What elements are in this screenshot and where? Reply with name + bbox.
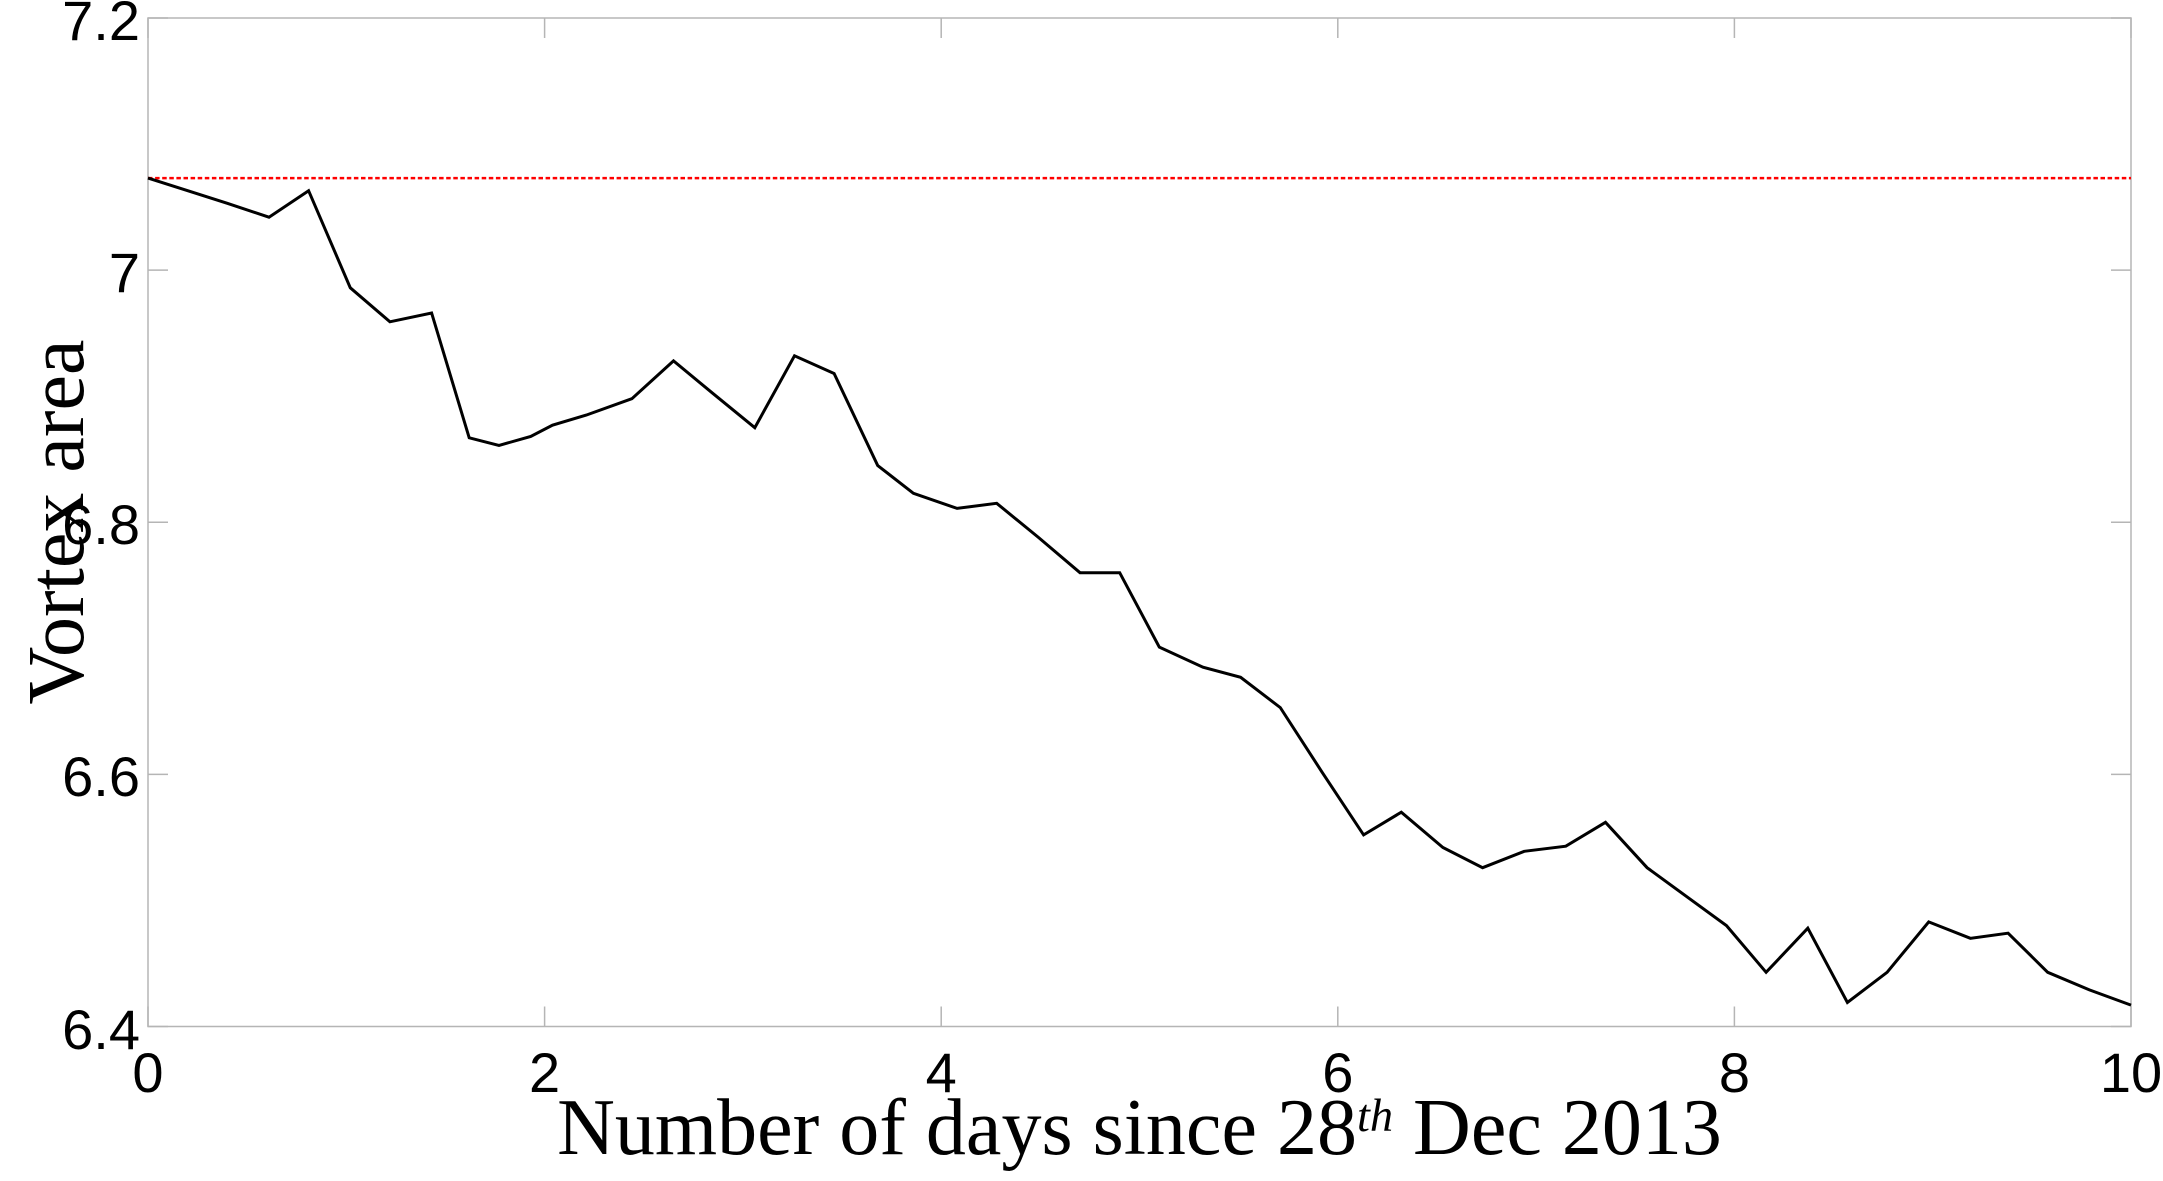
x-tick-label: 10 bbox=[2099, 1041, 2163, 1104]
y-tick-label: 6.8 bbox=[62, 493, 140, 557]
x-tick-label: 2 bbox=[529, 1041, 561, 1104]
y-tick-label: 6.6 bbox=[62, 745, 140, 809]
vortex-area-line bbox=[147, 176, 2132, 1007]
x-axis-label: Number of days since 28th Dec 2013 bbox=[148, 1088, 2131, 1168]
x-axis-label-suffix: Dec 2013 bbox=[1393, 1084, 1722, 1172]
x-axis-label-prefix: Number of days since 28 bbox=[557, 1084, 1357, 1172]
plot-border bbox=[147, 17, 2132, 1028]
x-tick-label: 0 bbox=[132, 1041, 164, 1104]
x-tick-label: 4 bbox=[925, 1041, 957, 1104]
x-tick-label: 6 bbox=[1322, 1041, 1354, 1104]
y-tick-label: 7 bbox=[108, 241, 140, 305]
x-tick-label: 8 bbox=[1718, 1041, 1750, 1104]
y-tick-label: 7.2 bbox=[62, 0, 140, 52]
x-axis-label-superscript: th bbox=[1356, 1090, 1394, 1142]
y-tick-label: 6.4 bbox=[62, 997, 140, 1061]
